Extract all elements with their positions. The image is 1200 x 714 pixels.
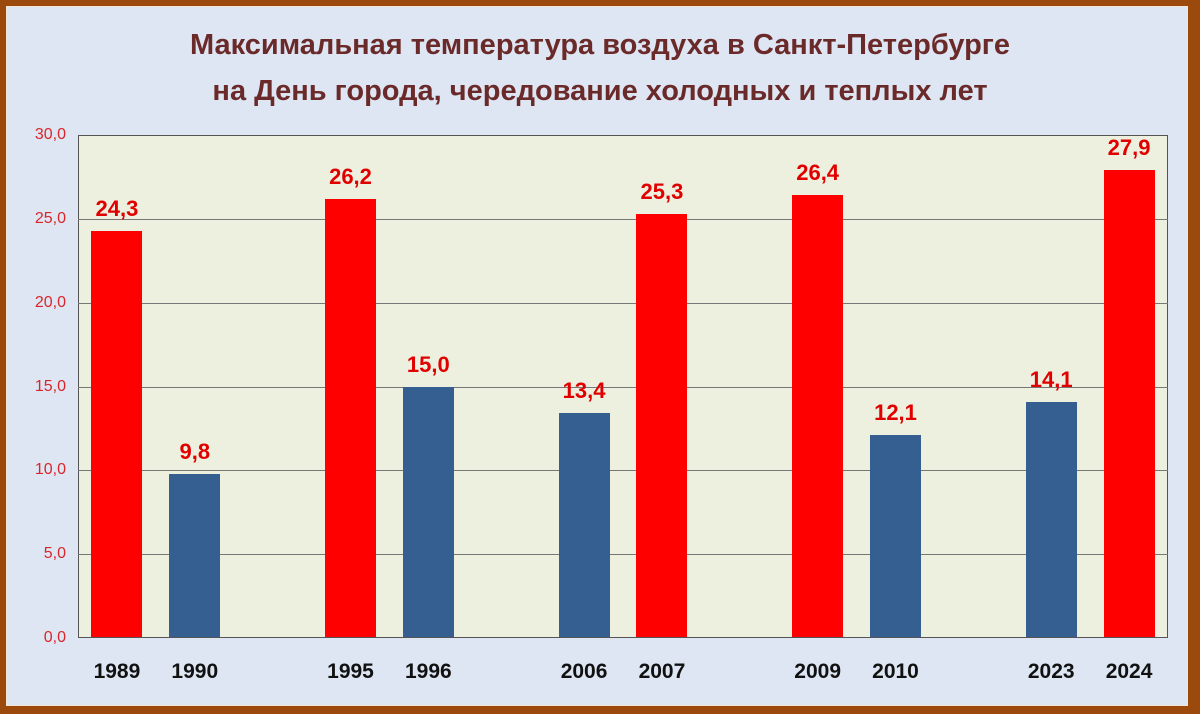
x-tick-label: 1990	[171, 660, 219, 683]
bar-2023	[1025, 401, 1077, 637]
x-tick-label: 1989	[93, 660, 141, 683]
bar-1996	[402, 386, 454, 637]
bar-2024	[1103, 170, 1155, 637]
x-tick-label: 2023	[1027, 660, 1075, 683]
bar-1989	[91, 230, 143, 637]
gridline	[78, 218, 1168, 220]
value-label: 25,3	[640, 178, 684, 204]
value-label: 15,0	[406, 351, 450, 377]
x-tick-label: 2024	[1105, 660, 1153, 683]
value-label: 9,8	[179, 438, 211, 464]
x-tick-label: 1995	[327, 660, 374, 683]
x-tick-label: 2006	[560, 660, 608, 683]
chart-title-line2: на День города, чередование холодных и т…	[212, 75, 988, 107]
bar-2010	[870, 435, 921, 637]
y-tick-label: 30,0	[34, 126, 66, 143]
bar-1990	[169, 473, 221, 637]
gridline	[78, 554, 1168, 556]
value-label: 14,1	[1029, 366, 1073, 392]
value-label: 26,2	[329, 163, 372, 189]
bar-2007	[636, 213, 688, 637]
y-tick-label: 15,0	[34, 377, 66, 395]
gridline	[78, 470, 1168, 472]
x-tick-label: 2010	[872, 660, 919, 683]
bar-2006	[558, 413, 610, 637]
y-tick-label: 5,0	[43, 545, 66, 563]
bar-2009	[792, 195, 844, 637]
x-tick-label: 2007	[638, 660, 686, 683]
x-tick-label: 2009	[794, 660, 841, 683]
y-tick-label: 20,0	[34, 293, 66, 311]
x-tick-label: 1996	[404, 660, 452, 683]
value-label: 24,3	[95, 195, 139, 221]
y-tick-label: 0,0	[43, 629, 66, 646]
gridline	[78, 386, 1168, 388]
chart-title: Максимальная температура воздуха в Санкт…	[0, 22, 1200, 114]
y-tick-label: 10,0	[34, 461, 66, 479]
chart-title-line1: Максимальная температура воздуха в Санкт…	[189, 29, 1011, 61]
value-label: 26,4	[796, 160, 840, 186]
value-label: 27,9	[1107, 135, 1151, 161]
value-label: 12,1	[874, 400, 917, 426]
bar-1995	[325, 198, 376, 637]
value-label: 13,4	[562, 378, 606, 404]
gridline	[78, 302, 1168, 304]
y-tick-label: 25,0	[34, 209, 66, 227]
